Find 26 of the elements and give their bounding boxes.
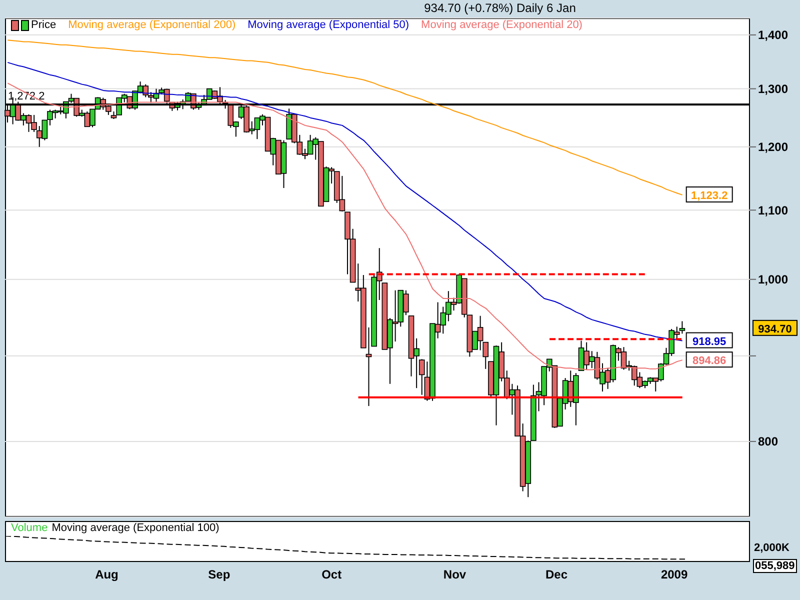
text: 2,000K	[753, 542, 790, 554]
x-tick-label: Sep	[208, 568, 230, 582]
x-tick-label: Aug	[95, 568, 118, 582]
y-tick-label: 1,300	[758, 82, 788, 96]
x-tick-label: Oct	[322, 568, 342, 582]
y-tick-label: 1,400	[758, 28, 788, 42]
text: Moving average (Exponential 20)	[421, 19, 582, 31]
line-series	[7, 40, 683, 196]
legend-label: Price	[30, 19, 56, 31]
y-axis-title: Volume	[11, 522, 48, 534]
text: Moving average (Exponential 50)	[248, 19, 410, 31]
data-label: 1,123.2	[690, 190, 728, 202]
x-tick-label: 2009	[660, 568, 688, 582]
x-tick-label: Dec	[545, 568, 568, 582]
text: 055,989	[753, 559, 797, 573]
y-tick-label: 1,200	[758, 140, 788, 154]
text: 934.70	[758, 323, 792, 336]
data-label: 894.86	[692, 355, 726, 368]
x-tick-label: Nov	[443, 568, 466, 582]
chart-title: 934.70 (+0.78%) Daily 6 Jan	[423, 1, 577, 15]
y-tick-label: 800	[758, 434, 778, 449]
data-label: 918.95	[692, 336, 726, 348]
series-label: Moving average (Exponential 200)	[68, 19, 236, 31]
y-tick-label: 1,000	[758, 272, 788, 287]
series-label: Moving average (Exponential 100)	[52, 522, 220, 534]
y-tick-label: 1,100	[758, 203, 788, 218]
